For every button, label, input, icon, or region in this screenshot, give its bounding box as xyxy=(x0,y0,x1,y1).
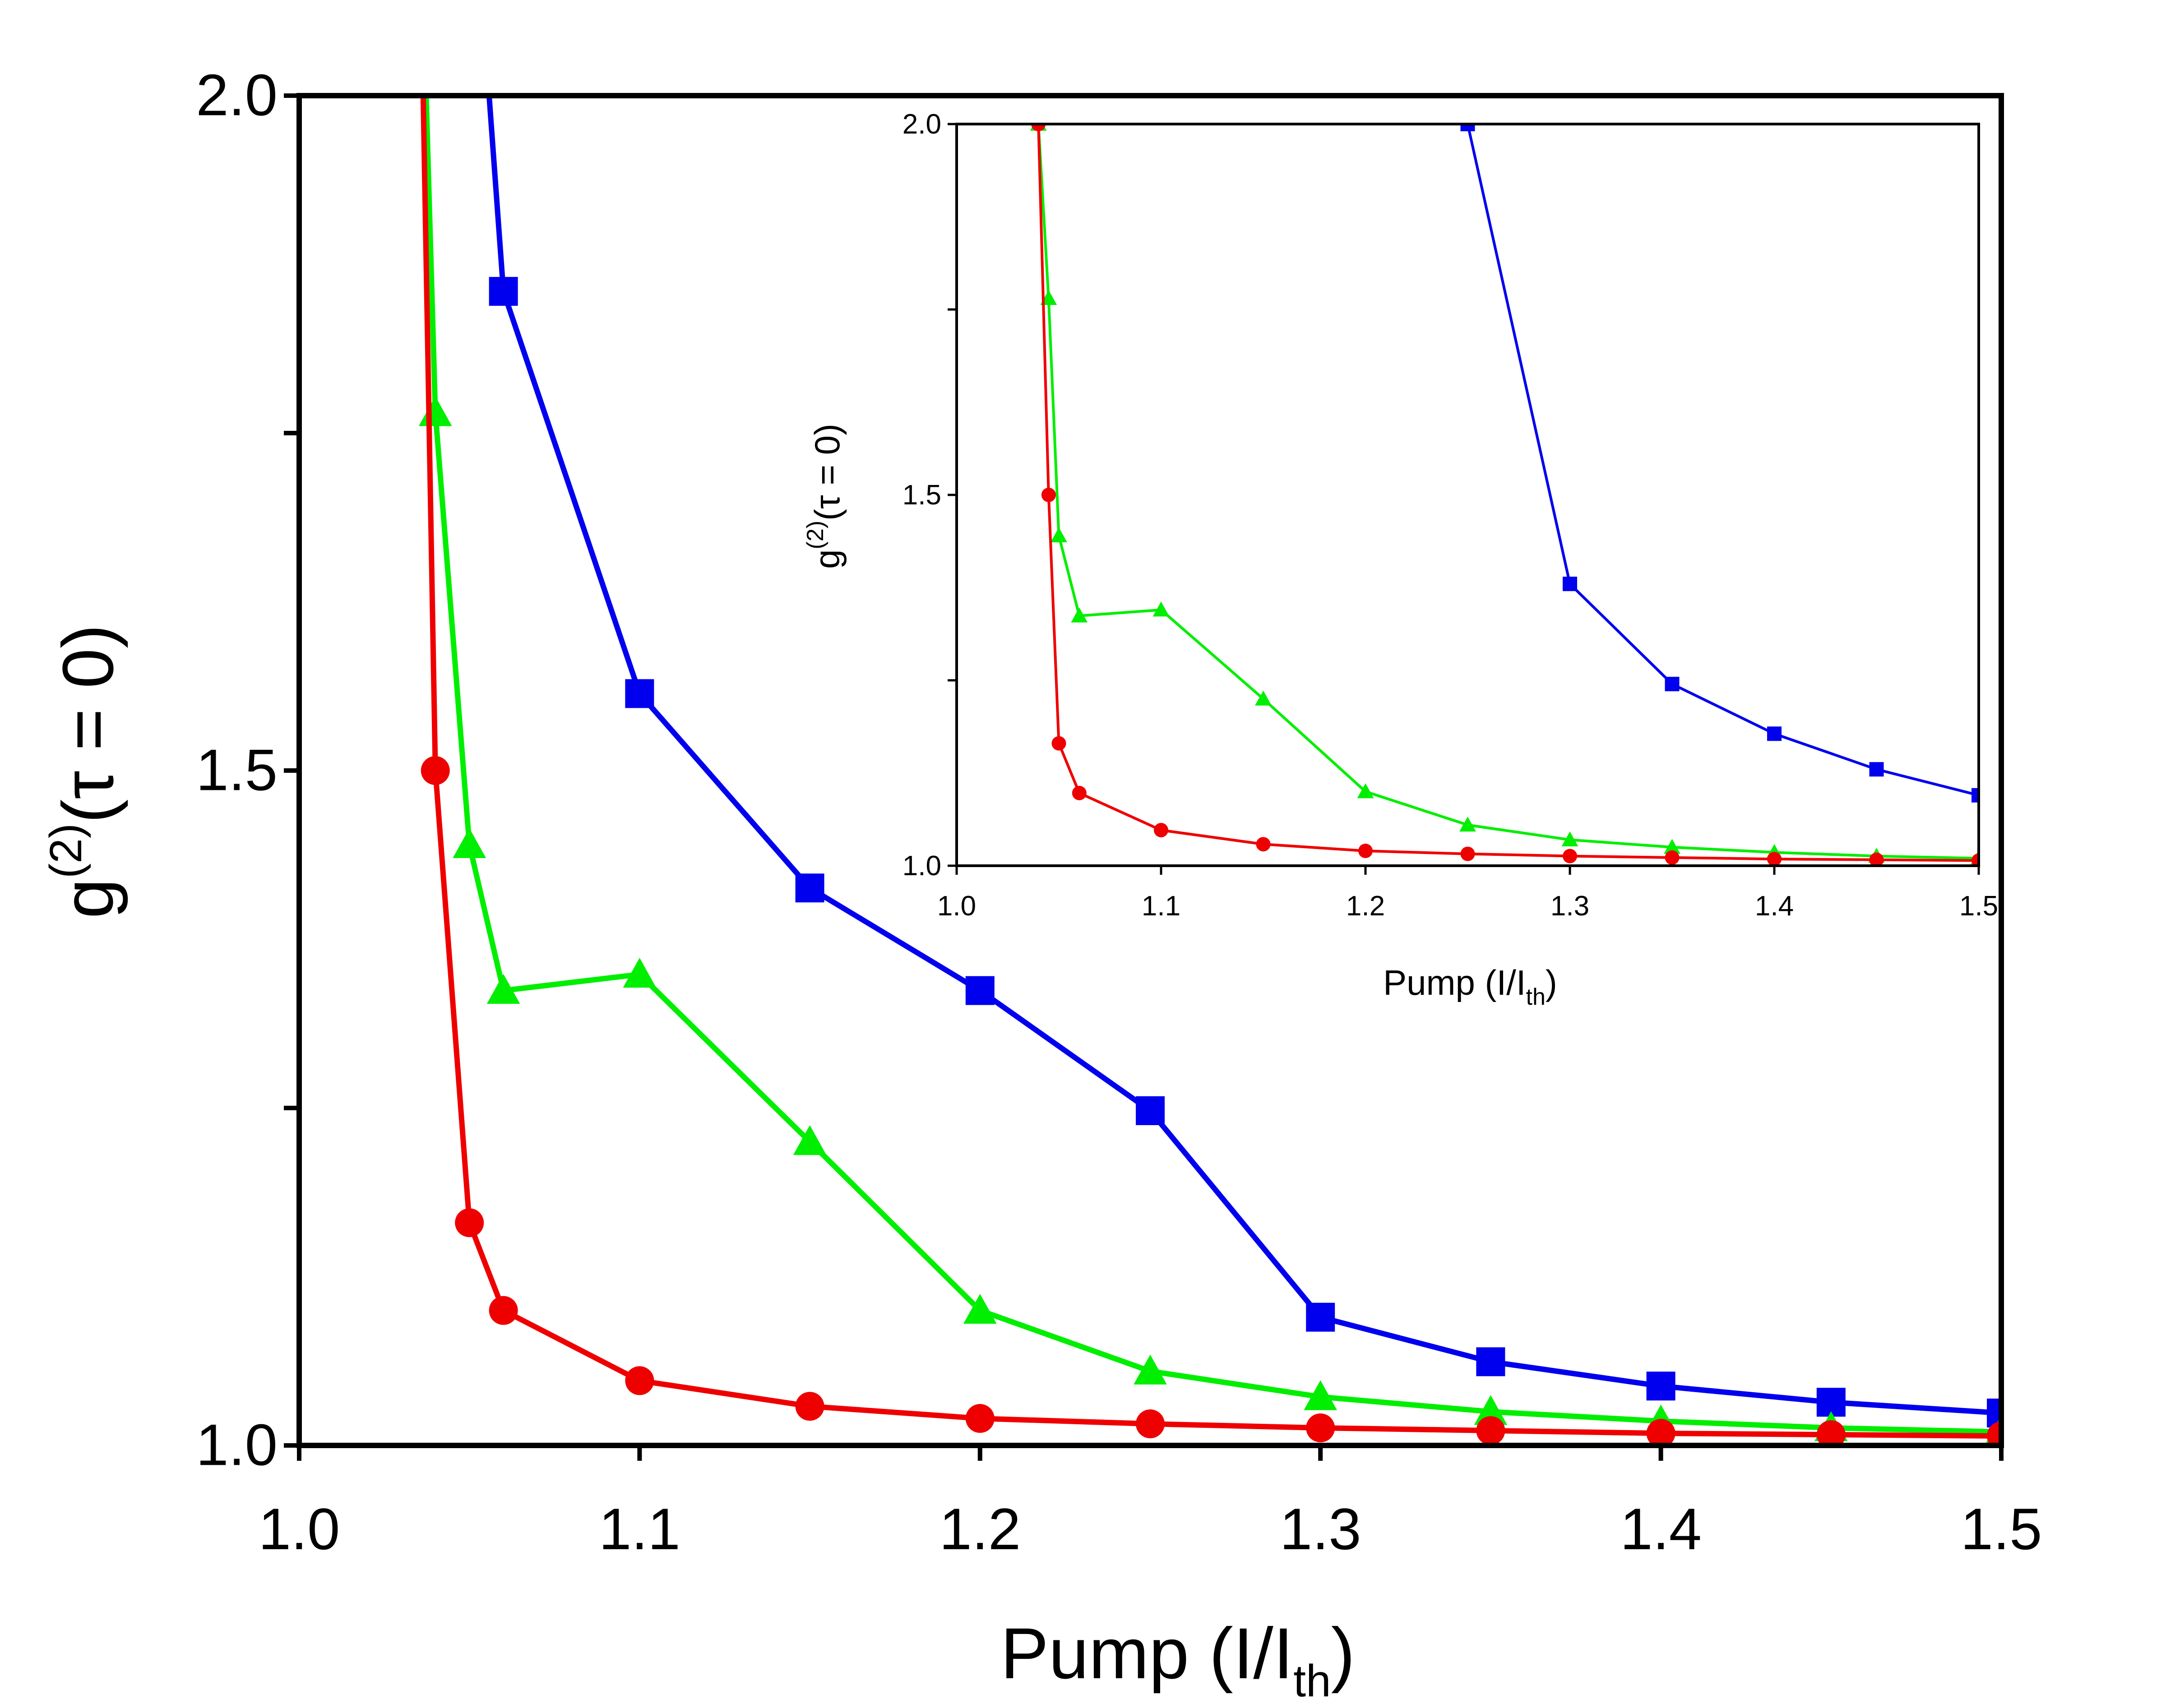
inset-y-tick-label: 1.0 xyxy=(902,850,941,882)
main-red-circles-point xyxy=(421,756,450,785)
main-y-tick-label: 2.0 xyxy=(196,62,278,128)
inset-green-triangles-point xyxy=(1459,817,1476,832)
inset-green-triangles-point xyxy=(1664,839,1680,854)
inset-green-triangles-point xyxy=(1152,601,1170,617)
main-green-triangles-point xyxy=(486,974,520,1004)
inset-green-triangles-point xyxy=(1071,607,1088,623)
inset-x-tick-label: 1.1 xyxy=(1142,891,1180,922)
main-red-circles-point xyxy=(1136,1409,1165,1439)
main-x-tick-label: 1.4 xyxy=(1620,1496,1702,1562)
inset-red-circles-point xyxy=(1041,488,1056,502)
main-red-circles-point xyxy=(1476,1416,1505,1445)
main-blue-squares-point xyxy=(1306,1302,1335,1332)
main-green-triangles-point xyxy=(1134,1354,1167,1385)
main-green-triangles-point xyxy=(1474,1395,1508,1425)
inset-x-tick-label: 1.3 xyxy=(1550,891,1589,922)
inset-green-triangles-point xyxy=(1357,783,1374,799)
inset-plot: 1.0 1.1 1.2 1.3 1.4 1.5 1.0 1.5 2.0 Pump (I/Ith)… xyxy=(802,109,1998,1010)
inset-y-axis-label: g(2)(τ = 0) xyxy=(802,424,847,569)
inset-x-tick-label: 1.4 xyxy=(1755,891,1794,922)
inset-green-triangles-point xyxy=(1561,831,1578,847)
main-green-triangles-point xyxy=(623,957,657,988)
main-red-circles-point xyxy=(965,1404,995,1433)
main-green-triangles-point xyxy=(793,1125,827,1155)
main-x-tick-label: 1.3 xyxy=(1280,1496,1361,1562)
main-red-circles-point xyxy=(795,1392,824,1421)
main-blue-squares-point xyxy=(795,873,824,903)
main-blue-squares-point xyxy=(965,976,995,1005)
inset-green-triangles-point xyxy=(1255,690,1272,706)
inset-y-tick-label: 1.5 xyxy=(902,480,941,511)
main-blue-squares-point xyxy=(489,277,518,306)
main-y-axis-label: g(2)(τ = 0) xyxy=(41,624,128,919)
inset-blue-squares-point xyxy=(1869,762,1884,777)
main-red-circles-point xyxy=(625,1366,654,1395)
main-red-circles-point xyxy=(1306,1413,1335,1443)
inset-blue-squares-point xyxy=(1972,788,1979,803)
main-ticks: 1.0 1.1 1.2 1.3 1.4 1.5 1.0 1.5 2.0 xyxy=(196,62,2042,1562)
inset-plot-background xyxy=(957,124,1979,866)
main-green-triangles-point xyxy=(418,396,452,426)
main-blue-squares-point xyxy=(625,679,654,708)
main-red-circles-point xyxy=(455,1208,484,1237)
inset-red-circles-point xyxy=(1031,124,1046,131)
main-x-tick-label: 1.0 xyxy=(259,1496,340,1562)
inset-x-tick-label: 1.5 xyxy=(1959,891,1998,922)
inset-x-axis-label: Pump (I/Ith) xyxy=(1383,963,1557,1010)
main-series-group xyxy=(418,96,2001,1445)
inset-green-triangles-point xyxy=(1051,527,1067,543)
inset-ticks: 1.0 1.1 1.2 1.3 1.4 1.5 1.0 1.5 2.0 xyxy=(902,109,1998,922)
inset-y-tick-label: 2.0 xyxy=(902,109,941,140)
inset-red-circles-point xyxy=(1767,852,1782,866)
main-blue-squares-point xyxy=(1136,1096,1165,1125)
main-x-tick-label: 1.2 xyxy=(939,1496,1021,1562)
main-x-tick-label: 1.5 xyxy=(1961,1496,2042,1562)
main-blue-squares-point xyxy=(1646,1371,1675,1401)
inset-red-circles-point xyxy=(1358,844,1373,859)
inset-red-circles-point xyxy=(1460,846,1475,861)
main-y-tick-label: 1.5 xyxy=(196,737,278,803)
inset-blue-squares-point xyxy=(1460,124,1475,131)
inset-blue-squares-point xyxy=(1767,726,1782,741)
inset-red-circles-point xyxy=(1051,736,1066,751)
inset-red-circles-point xyxy=(1869,852,1884,866)
main-y-tick-label: 1.0 xyxy=(196,1412,278,1477)
main-red-circles-point xyxy=(489,1296,518,1325)
main-x-axis-label: Pump (I/Ith) xyxy=(1000,1613,1355,1706)
inset-red-circles-point xyxy=(1154,823,1168,838)
inset-blue-squares-point xyxy=(1665,677,1680,692)
inset-x-tick-label: 1.0 xyxy=(937,891,976,922)
inset-blue-squares-line xyxy=(1466,124,1979,797)
inset-red-circles-point xyxy=(1563,849,1577,863)
main-x-tick-label: 1.1 xyxy=(599,1496,680,1562)
inset-red-circles-point xyxy=(1665,850,1680,865)
main-red-circles-point xyxy=(1987,1422,2001,1445)
inset-series-group xyxy=(1030,124,1979,866)
main-green-triangles-point xyxy=(1304,1380,1337,1410)
main-green-triangles-point xyxy=(453,828,486,858)
main-red-circles-point xyxy=(1646,1419,1675,1445)
main-green-triangles-point xyxy=(963,1294,997,1324)
inset-x-tick-label: 1.2 xyxy=(1346,891,1385,922)
inset-red-circles-point xyxy=(1072,785,1087,800)
inset-blue-squares-point xyxy=(1563,577,1577,591)
main-red-circles-point xyxy=(1816,1420,1846,1445)
main-plot: 1.0 1.1 1.2 1.3 1.4 1.5 1.0 1.5 2.0 Pump (I/Ith)… xyxy=(41,62,2042,1706)
inset-red-circles-point xyxy=(1256,837,1271,852)
main-blue-squares-point xyxy=(1476,1347,1505,1376)
inset-red-circles-point xyxy=(1972,853,1979,866)
